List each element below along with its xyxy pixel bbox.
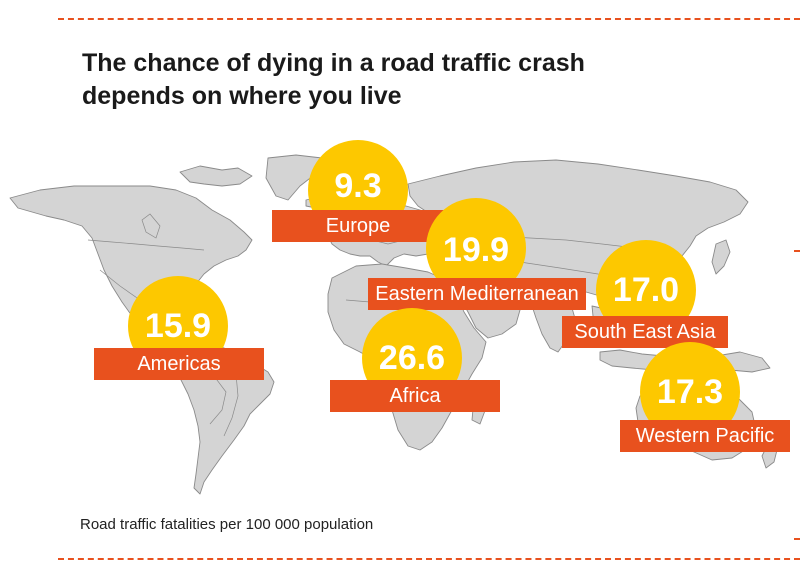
india-shape bbox=[527, 293, 577, 353]
new-zealand-shape bbox=[761, 439, 779, 469]
map-caption: Road traffic fatalities per 100 000 popu… bbox=[80, 516, 374, 533]
title-line-2: depends on where you live bbox=[82, 82, 402, 110]
map-title: The chance of dying in a road traffic cr… bbox=[82, 47, 702, 113]
australia-shape bbox=[635, 383, 757, 461]
new-guinea-shape bbox=[715, 351, 771, 373]
caribbean-shape bbox=[177, 319, 205, 329]
japan-shape bbox=[711, 239, 731, 275]
philippines-shape bbox=[657, 311, 673, 339]
bottom-dashed-rule bbox=[58, 558, 800, 560]
indonesia-shape bbox=[599, 349, 705, 373]
edge-tick bbox=[794, 250, 800, 252]
greenland-shape bbox=[265, 154, 323, 201]
top-dashed-rule bbox=[58, 18, 800, 20]
indochina-shape bbox=[591, 305, 623, 347]
scandinavia-shape bbox=[355, 175, 399, 209]
north-america-shape bbox=[9, 185, 253, 341]
iceland-shape bbox=[305, 196, 327, 209]
us-canada-border bbox=[87, 239, 205, 251]
madagascar-shape bbox=[471, 393, 487, 425]
south-america-shape bbox=[173, 337, 275, 495]
edge-tick bbox=[794, 538, 800, 540]
asia-shape bbox=[407, 159, 749, 307]
arctic-islands-shape bbox=[179, 165, 253, 187]
title-line-1: The chance of dying in a road traffic cr… bbox=[82, 49, 585, 77]
